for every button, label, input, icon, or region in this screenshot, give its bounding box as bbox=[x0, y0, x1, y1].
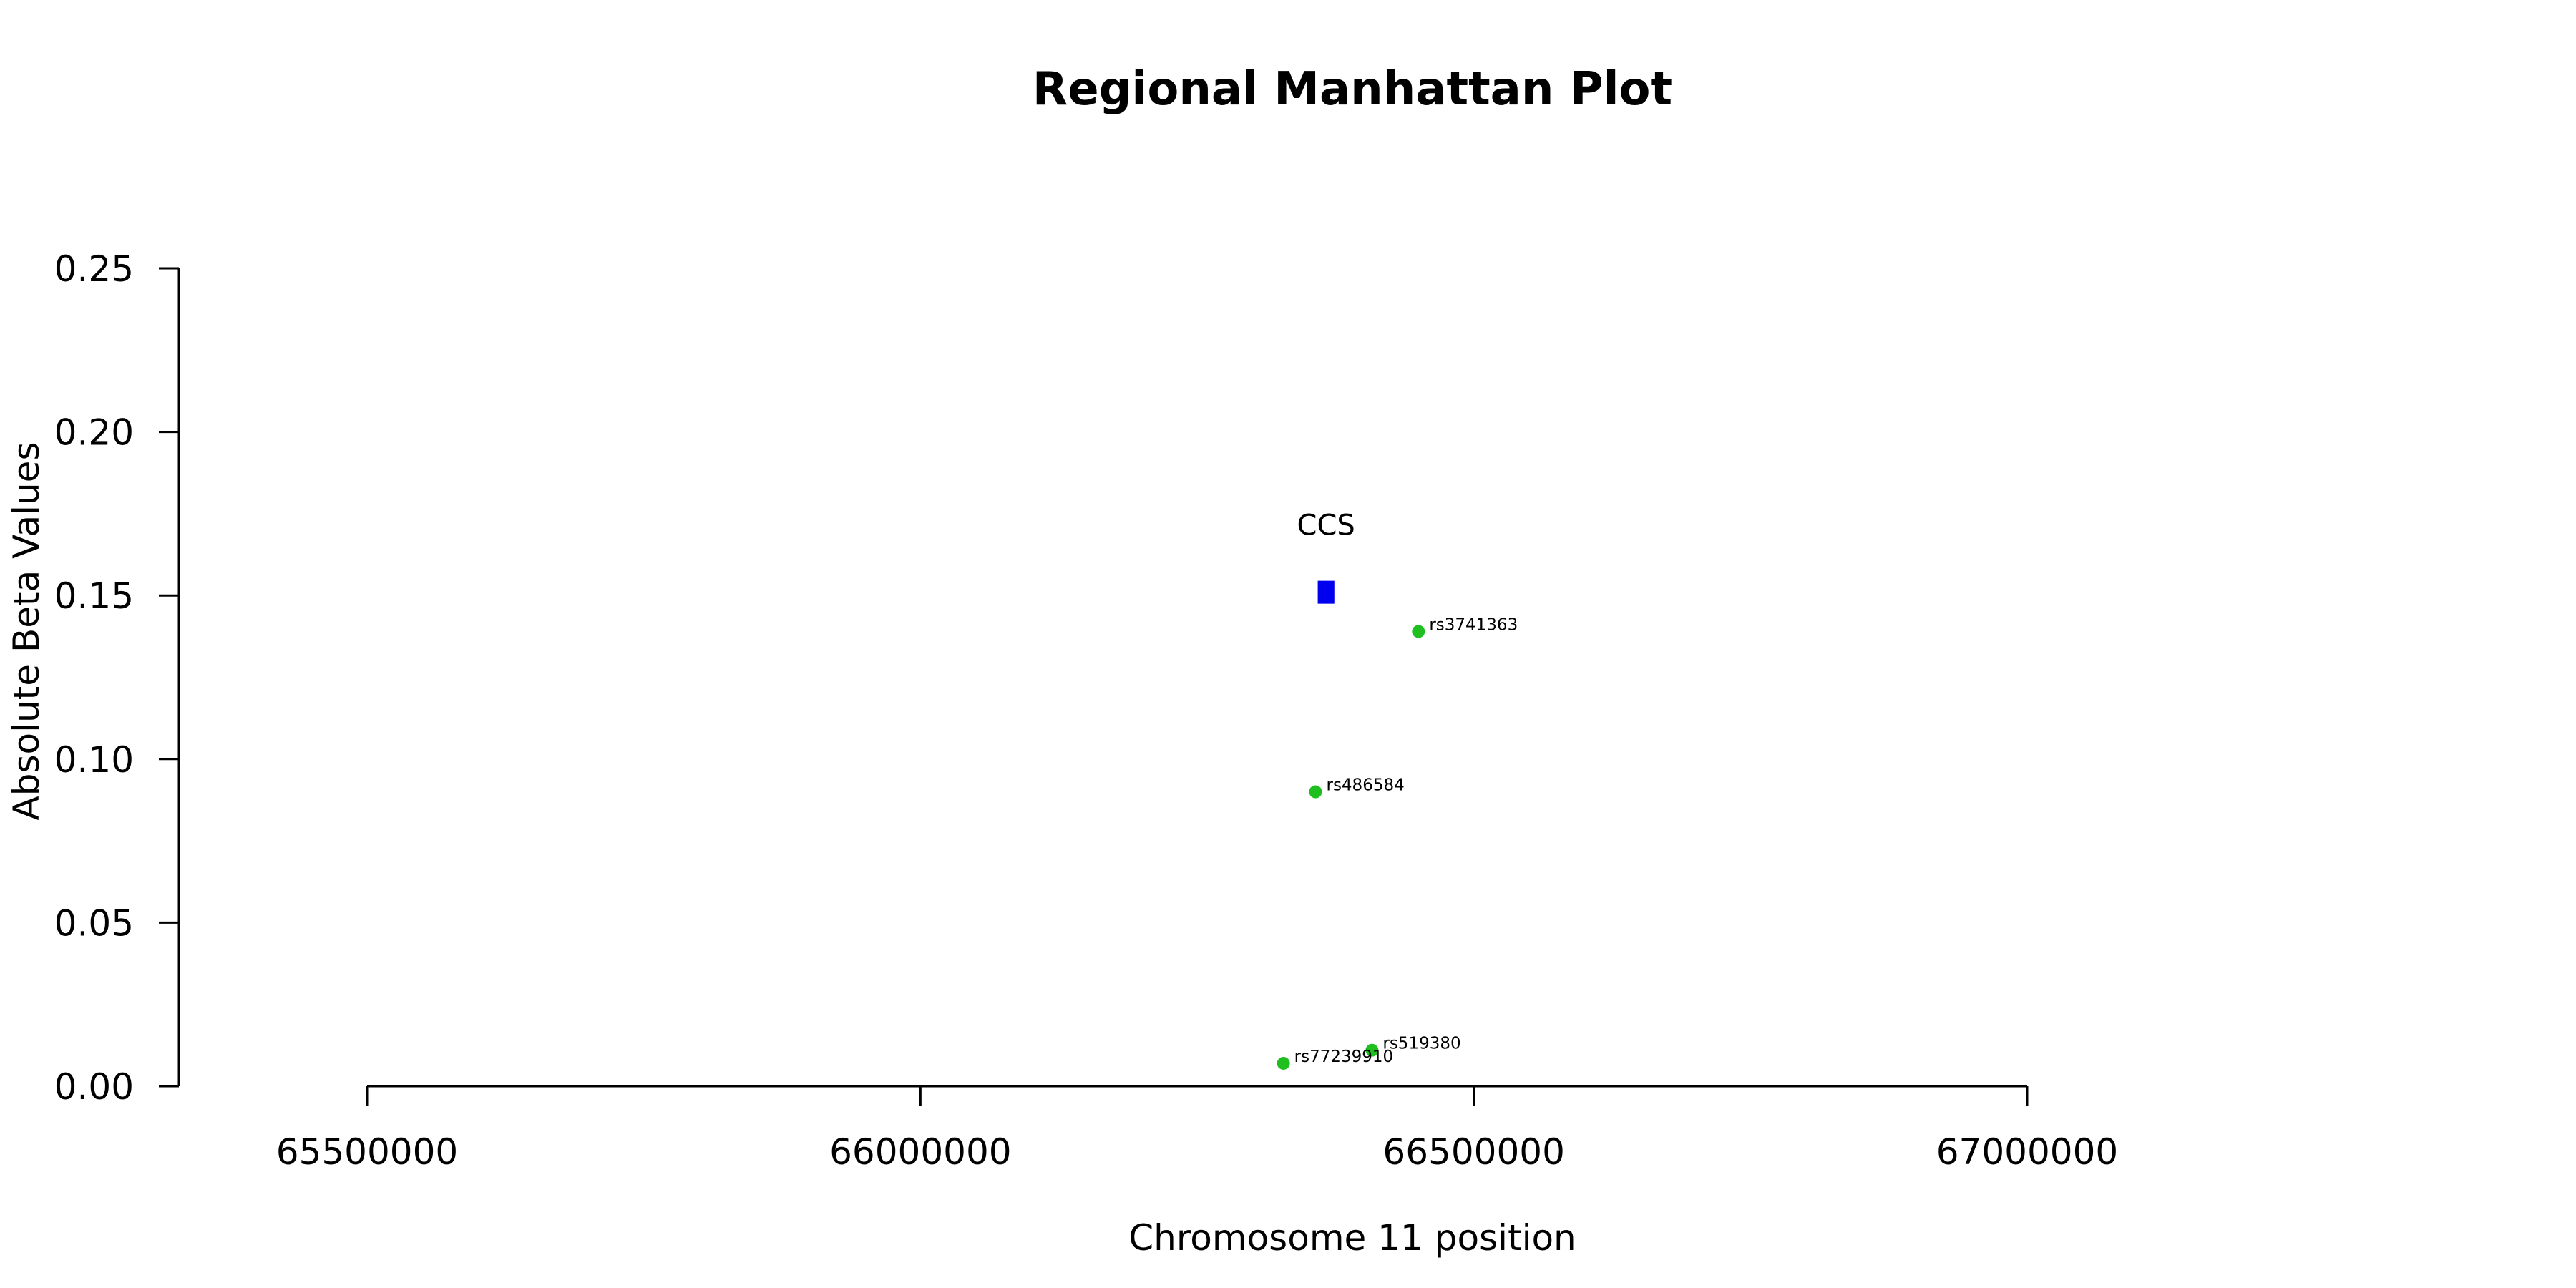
x-tick-label: 65500000 bbox=[276, 1131, 459, 1173]
snp-point bbox=[1365, 1043, 1379, 1057]
snp-point bbox=[1309, 785, 1322, 799]
y-tick-label: 0.20 bbox=[54, 412, 134, 454]
x-axis: 65500000 66000000 66500000 67000000 bbox=[276, 1085, 2119, 1173]
x-axis-label: Chromosome 11 position bbox=[1128, 1217, 1576, 1259]
x-tick-label: 67000000 bbox=[1936, 1131, 2119, 1173]
chart-title: Regional Manhattan Plot bbox=[1033, 63, 1672, 116]
y-tick-label: 0.05 bbox=[54, 902, 134, 944]
x-tick-label: 66000000 bbox=[829, 1131, 1012, 1173]
snp-point bbox=[1412, 625, 1425, 638]
snp-label: rs519380 bbox=[1382, 1035, 1460, 1053]
y-axis-label: Absolute Beta Values bbox=[6, 442, 47, 821]
y-tick-label: 0.00 bbox=[54, 1066, 134, 1108]
snp-point bbox=[1277, 1056, 1290, 1070]
y-tick-label: 0.10 bbox=[54, 739, 134, 781]
snp-label: rs77239910 bbox=[1294, 1048, 1394, 1066]
y-tick-label: 0.25 bbox=[54, 248, 134, 290]
snp-label: rs486584 bbox=[1326, 776, 1404, 795]
y-tick-label: 0.15 bbox=[54, 575, 134, 617]
snp-label: rs3741363 bbox=[1429, 615, 1518, 634]
x-tick-label: 66500000 bbox=[1382, 1131, 1565, 1173]
gene-label: CCS bbox=[1297, 509, 1355, 542]
gene-box bbox=[1317, 580, 1335, 604]
gene-track: CCS bbox=[1297, 509, 1355, 604]
y-axis: 0.00 0.05 0.10 0.15 0.20 0.25 bbox=[54, 248, 180, 1108]
